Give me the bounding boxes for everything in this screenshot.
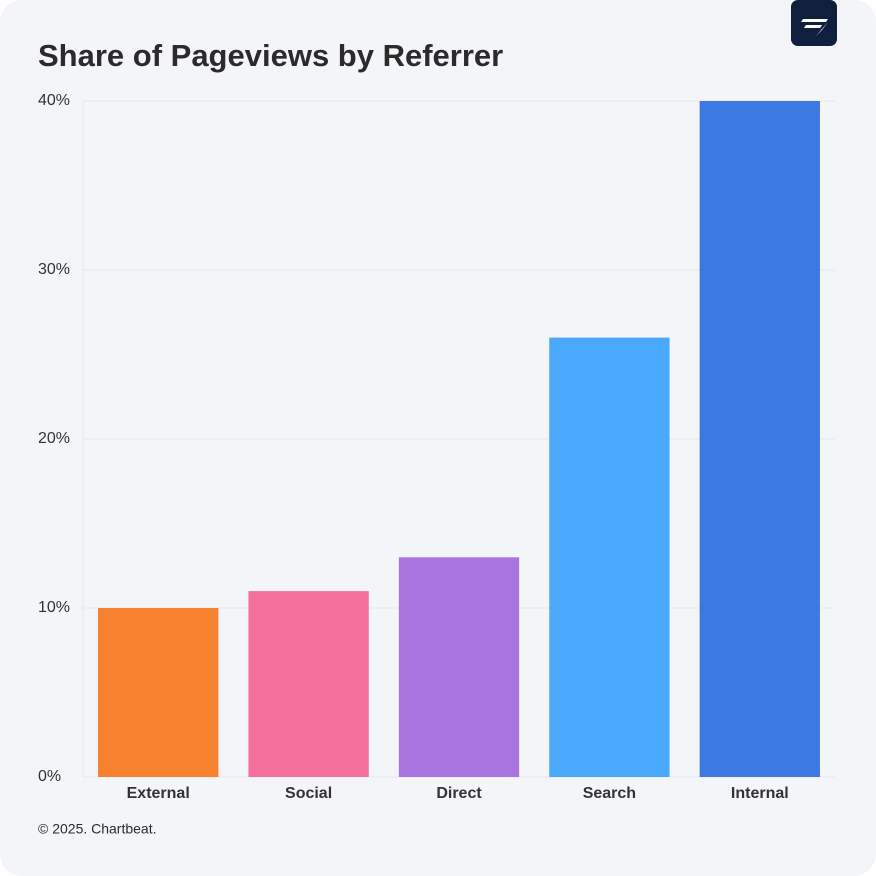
y-tick-label: 20% <box>38 430 70 447</box>
y-tick-label: 40% <box>38 92 70 109</box>
logo <box>791 0 837 46</box>
x-tick-label: Search <box>583 785 636 802</box>
bar <box>398 557 520 777</box>
y-tick-label: 0% <box>38 768 61 785</box>
bar <box>248 591 369 777</box>
bar <box>699 101 820 777</box>
x-tick-label: Social <box>285 785 332 802</box>
x-tick-label: Direct <box>436 785 482 802</box>
x-tick-label: Internal <box>731 785 789 802</box>
y-tick-label: 30% <box>38 261 70 278</box>
chart-title: Share of Pageviews by Referrer <box>38 38 503 73</box>
bar <box>98 608 219 777</box>
x-tick-label: External <box>127 785 190 802</box>
bar <box>549 337 670 777</box>
footer: © 2025. Chartbeat. <box>38 821 157 837</box>
y-tick-label: 10% <box>38 599 70 616</box>
